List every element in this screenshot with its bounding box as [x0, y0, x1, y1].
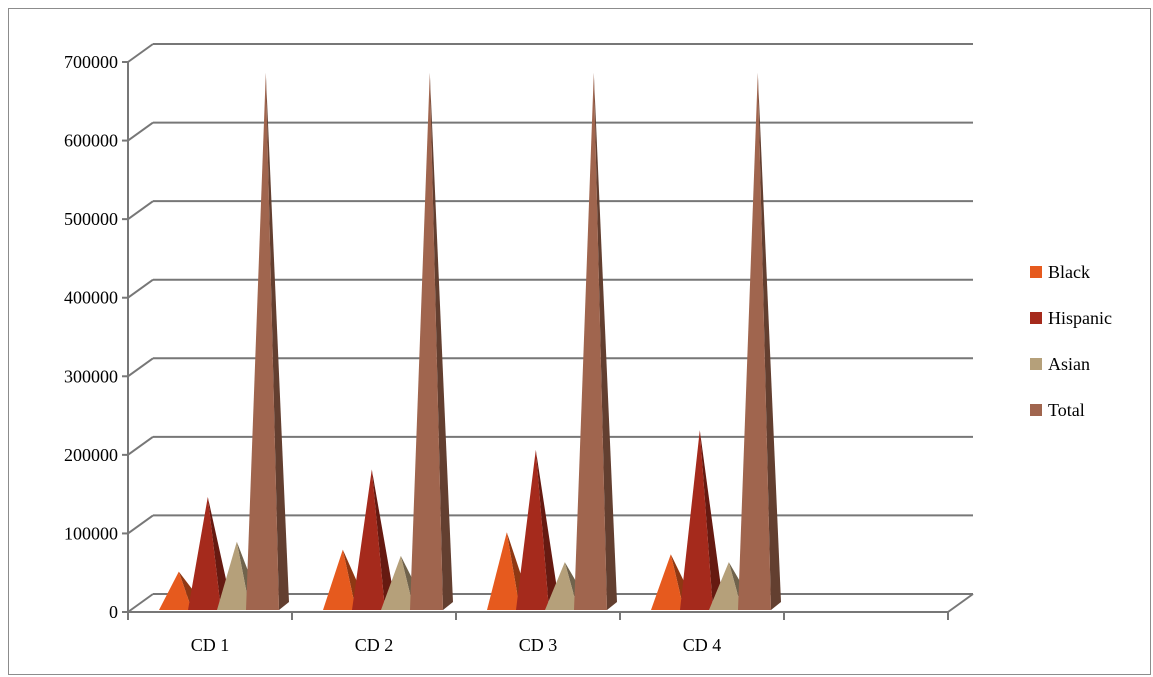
legend-label: Total: [1048, 400, 1085, 420]
legend-item-asian: Asian: [1030, 354, 1090, 374]
gridline: [122, 278, 973, 299]
gridline: [122, 435, 973, 456]
legend-swatch: [1030, 358, 1042, 370]
gridline: [122, 121, 973, 142]
legend-swatch: [1030, 266, 1042, 278]
bar-total-3: [574, 72, 617, 610]
gridline: [122, 43, 973, 63]
legend-swatch: [1030, 404, 1042, 416]
legend-label: Hispanic: [1048, 308, 1112, 328]
legend-label: Black: [1048, 262, 1090, 282]
y-tick-label: 0: [109, 602, 118, 622]
y-tick-label: 200000: [64, 445, 118, 465]
bar-total-2: [410, 72, 453, 610]
y-tick-label: 600000: [64, 131, 118, 151]
gridline: [122, 200, 973, 221]
legend-label: Asian: [1048, 354, 1090, 374]
y-tick-label: 700000: [64, 52, 118, 72]
x-axis-categories: CD 1 CD 2 CD 3 CD 4: [191, 635, 722, 655]
gridlines: [122, 43, 973, 613]
legend-item-hispanic: Hispanic: [1030, 308, 1112, 328]
category-label: CD 2: [355, 635, 394, 655]
bar-hispanic-4: [680, 430, 723, 610]
bar-hispanic-2: [352, 469, 395, 610]
legend-item-total: Total: [1030, 400, 1085, 420]
legend-swatch: [1030, 312, 1042, 324]
gridline: [122, 357, 973, 378]
bar-hispanic-3: [516, 449, 559, 610]
data-marks: [159, 72, 781, 610]
floor-edge: [947, 593, 974, 613]
axes: [127, 62, 974, 620]
legend-item-black: Black: [1030, 262, 1090, 282]
y-axis-ticks: 0 100000 200000 300000 400000 500000 600000 700…: [64, 52, 118, 622]
category-label: CD 1: [191, 635, 230, 655]
y-tick-label: 100000: [64, 523, 118, 543]
y-tick-label: 400000: [64, 288, 118, 308]
y-tick-label: 500000: [64, 209, 118, 229]
bar-total-1: [246, 72, 289, 610]
category-label: CD 4: [683, 635, 722, 655]
legend: Black Hispanic Asian Total: [1030, 262, 1112, 420]
category-label: CD 3: [519, 635, 558, 655]
y-tick-label: 300000: [64, 366, 118, 386]
bar-total-4: [738, 72, 781, 610]
